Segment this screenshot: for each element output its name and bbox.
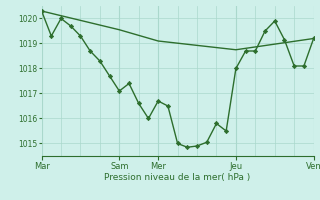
X-axis label: Pression niveau de la mer( hPa ): Pression niveau de la mer( hPa )	[104, 173, 251, 182]
